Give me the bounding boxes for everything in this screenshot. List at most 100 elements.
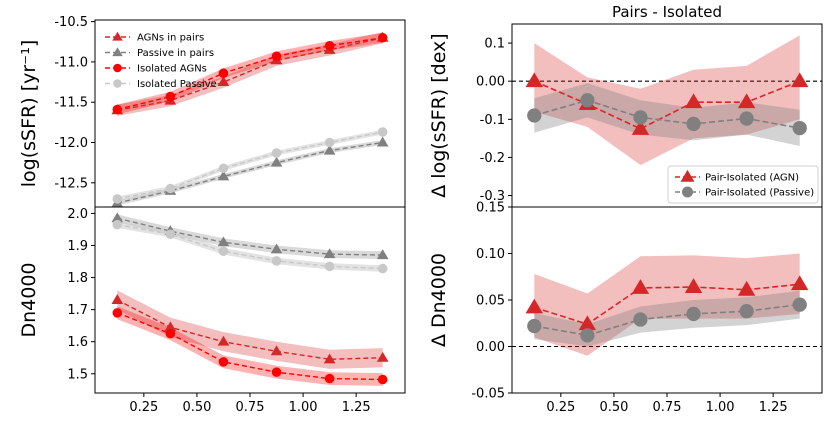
y-tick-label-3: 1.8 — [67, 271, 88, 286]
marker-series-0-point-1 — [164, 321, 177, 332]
legend-marker-2 — [113, 63, 122, 73]
band-series-0 — [534, 253, 800, 356]
y-tick-label-3: -11.0 — [54, 55, 88, 70]
marker-series-1-point-5 — [376, 136, 389, 147]
marker-series-0-point-5 — [791, 72, 809, 88]
band-series-1 — [534, 83, 800, 146]
y-tick-label-2: 1.7 — [67, 303, 88, 318]
y-tick-label-0: -12.5 — [54, 176, 88, 191]
marker-series-1-point-3 — [686, 306, 701, 322]
line-series-1 — [534, 99, 800, 129]
marker-series-0-point-3 — [270, 345, 283, 356]
band-series-1 — [117, 214, 383, 259]
y-tick-label-4: 0.15 — [476, 201, 505, 216]
marker-series-0-point-3 — [684, 93, 703, 109]
line-series-0 — [533, 80, 800, 130]
y-tick-label-0: 1.5 — [67, 367, 88, 382]
band-series-1 — [534, 290, 800, 347]
y-tick-label-0: -0.3 — [480, 189, 505, 204]
marker-series-2-point-1 — [165, 328, 176, 339]
y-tick-label-1: -0.2 — [480, 151, 505, 166]
marker-series-3-point-0 — [112, 219, 123, 230]
y-tick-label-4: 1.9 — [67, 239, 88, 254]
legend: AGNs in pairs Passive in pairs Isolated AG… — [105, 31, 217, 90]
marker-series-0-point-4 — [737, 93, 756, 109]
marker-series-1-point-4 — [323, 248, 336, 259]
marker-series-3-point-3 — [271, 256, 282, 266]
y-tick-label-2: 0.05 — [476, 294, 505, 309]
marker-series-0-point-0 — [525, 298, 543, 314]
legend-label-1: Pair-Isolated (Passive) — [705, 188, 814, 199]
marker-series-0-point-4 — [737, 280, 756, 296]
legend-label-2: Isolated AGNs — [137, 64, 207, 75]
y-axis-label: log(sSFR) [yr⁻¹] — [18, 40, 40, 187]
y-tick-label-5: 2.0 — [67, 207, 88, 222]
marker-series-0-point-2 — [631, 120, 650, 135]
marker-series-0-point-5 — [376, 351, 389, 362]
line-series-1 — [534, 303, 800, 337]
line-series-2 — [117, 37, 383, 111]
marker-series-1-point-2 — [633, 110, 648, 125]
x-tick-label-4: 1.25 — [759, 400, 788, 415]
marker-series-3-point-2 — [218, 163, 229, 174]
x-tick-label-3: 1.00 — [706, 400, 735, 415]
panel-top-right-delta-ssfr: -0.3 -0.2 -0.1 0.00 0.1 Δ log(sSFR) [dex] Pair… — [428, 3, 823, 208]
x-tick-label-0: 0.25 — [546, 400, 575, 415]
legend-label-0: Pair-Isolated (AGN) — [705, 173, 799, 184]
marker-series-3-point-0 — [112, 194, 123, 204]
y-tick-label-0: -0.05 — [471, 387, 505, 402]
marker-series-1-point-4 — [739, 304, 754, 319]
y-tick-label-1: 1.6 — [67, 335, 88, 350]
marker-series-2-point-3 — [271, 367, 282, 377]
marker-series-1-point-5 — [792, 297, 807, 312]
marker-series-0-point-2 — [217, 76, 230, 87]
y-axis-label: Δ Dn4000 — [428, 253, 450, 347]
line-series-2 — [117, 312, 383, 381]
panel-bottom-right-delta-dn4000: -0.05 0.00 0.05 0.10 0.15 0.25 0.50 0.75 1.00 1.2… — [428, 201, 823, 415]
y-tick-label-3: 0.10 — [476, 247, 505, 262]
marker-series-1-point-0 — [527, 108, 542, 123]
marker-series-2-point-4 — [324, 373, 335, 384]
marker-series-0-point-0 — [111, 294, 124, 304]
x-tick-label-1: 0.50 — [182, 400, 211, 415]
line-series-3 — [117, 131, 383, 200]
x-tick-label-0: 0.25 — [129, 400, 158, 415]
band-series-0 — [534, 35, 800, 166]
legend-label-0: AGNs in pairs — [137, 33, 204, 44]
marker-series-0-point-0 — [525, 72, 543, 88]
marker-series-0-point-4 — [323, 353, 336, 364]
line-series-1 — [117, 217, 383, 256]
marker-series-1-point-5 — [376, 249, 389, 260]
marker-series-3-point-2 — [218, 246, 229, 257]
y-axis-label: Δ log(sSFR) [dex] — [428, 33, 450, 197]
marker-series-0-point-5 — [791, 275, 809, 291]
marker-series-1-point-5 — [792, 120, 807, 136]
line-series-3 — [117, 223, 383, 270]
x-tick-label-2: 0.75 — [236, 400, 265, 415]
marker-series-2-point-2 — [218, 68, 229, 78]
band-series-2 — [117, 32, 383, 115]
y-tick-label-3: 0.00 — [476, 75, 505, 90]
line-series-0 — [116, 299, 383, 361]
y-tick-label-1: 0.00 — [476, 340, 505, 355]
marker-series-1-point-1 — [580, 93, 595, 108]
panel-bottom-left-dn4000: 1.5 1.6 1.7 1.8 1.9 2.0 0.25 0.50 0.75 1.00 1.25 Dn… — [18, 206, 406, 415]
legend-marker-3 — [113, 79, 122, 88]
line-series-1 — [117, 141, 383, 204]
marker-series-1-point-3 — [686, 116, 701, 132]
x-tick-label-3: 1.00 — [289, 400, 318, 415]
marker-series-2-point-2 — [218, 357, 229, 367]
marker-series-1-point-1 — [580, 328, 595, 343]
band-series-1 — [117, 140, 383, 206]
legend-marker-1 — [112, 47, 123, 57]
marker-series-1-point-3 — [270, 243, 283, 254]
marker-series-1-point-4 — [739, 111, 754, 126]
y-axis-label: Dn4000 — [18, 262, 40, 337]
marker-series-3-point-3 — [271, 148, 282, 158]
marker-series-3-point-1 — [165, 183, 176, 194]
y-tick-label-1: -12.0 — [54, 136, 88, 151]
legend-label-3: Isolated Passive — [137, 79, 217, 90]
legend-marker-0 — [680, 169, 695, 182]
marker-series-3-point-5 — [377, 127, 388, 137]
